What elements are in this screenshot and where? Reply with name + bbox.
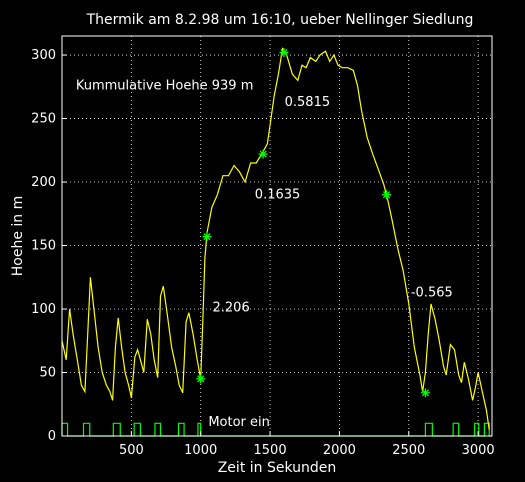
- marker-star: [258, 149, 268, 159]
- x-tick-label: 2000: [323, 443, 356, 458]
- annotation-label: 0.5815: [285, 95, 331, 110]
- marker-star: [202, 232, 212, 242]
- y-tick-label: 300: [31, 48, 56, 63]
- chart-title: Thermik am 8.2.98 um 16:10, ueber Nellin…: [86, 12, 474, 28]
- annotation-label: -0.565: [411, 285, 453, 300]
- annotation-label: 0.1635: [255, 188, 301, 203]
- x-tick-label: 3000: [462, 443, 495, 458]
- marker-star: [420, 388, 430, 398]
- x-tick-label: 1500: [254, 443, 287, 458]
- y-tick-label: 100: [31, 302, 56, 317]
- y-tick-label: 0: [48, 429, 56, 444]
- y-tick-label: 150: [31, 239, 56, 254]
- annotation-label: 2.206: [213, 301, 250, 316]
- y-axis-label: Hoehe in m: [10, 196, 26, 277]
- y-tick-label: 200: [31, 175, 56, 190]
- annotation-label: Motor ein: [208, 415, 270, 430]
- marker-star: [279, 48, 289, 58]
- grid: [62, 36, 492, 436]
- y-tick-label: 250: [31, 112, 56, 127]
- markers: [196, 48, 430, 398]
- x-tick-label: 2500: [392, 443, 425, 458]
- marker-star: [382, 190, 392, 200]
- annotations: Kummulative Hoehe 939 m 0.5815 0.1635 2.206…: [76, 78, 453, 430]
- x-tick-label: 500: [119, 443, 144, 458]
- annotation-label: Kummulative Hoehe 939 m: [76, 78, 254, 93]
- x-axis-label: Zeit in Sekunden: [218, 460, 337, 476]
- ticks: 500 1000 1500 2000 2500 3000 0 50 100 150 200 250 30…: [31, 48, 495, 458]
- marker-star: [196, 374, 206, 384]
- plot-frame: [61, 35, 493, 437]
- x-tick-label: 1000: [184, 443, 217, 458]
- y-tick-label: 50: [39, 366, 56, 381]
